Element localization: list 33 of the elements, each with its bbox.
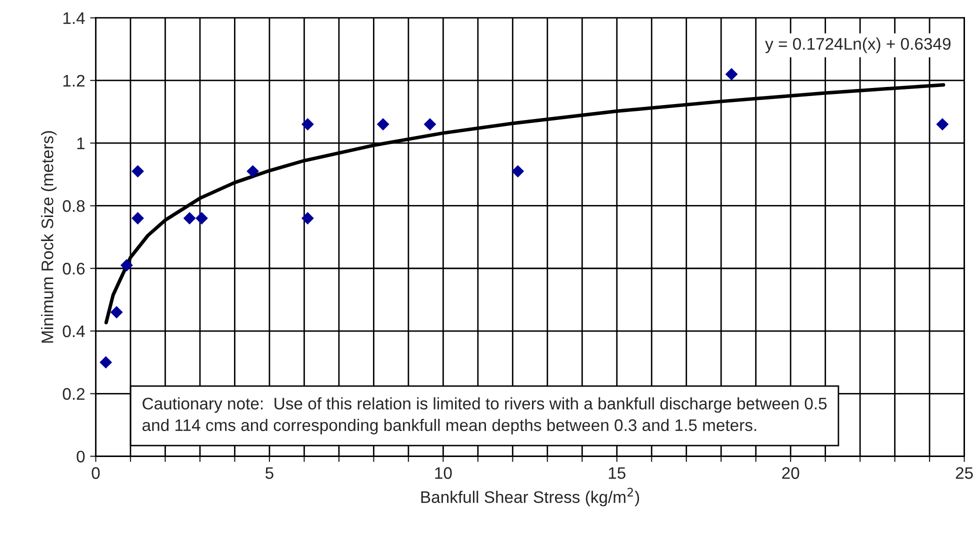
point — [183, 212, 196, 224]
point — [725, 68, 738, 80]
x-tick-label: 0 — [92, 467, 100, 479]
annotation: Cautionary note: Use of this relation is limited to rivers with a bankfull discharge between 0.5 and 114 cms and corresponding bankfull mean depths between 0.3 and 1.5 meters. — [142, 397, 827, 434]
point — [132, 212, 144, 224]
point — [301, 118, 314, 131]
x-tick-label: 25 — [956, 467, 973, 479]
point — [936, 118, 949, 131]
y-tick-label: 0 — [76, 450, 85, 463]
y-tick-label: 1 — [77, 138, 85, 150]
annotation: y = 0.1724Ln(x) + 0.6349 — [765, 38, 950, 54]
point — [301, 212, 314, 224]
x-tick-label: 5 — [265, 467, 274, 479]
y-tick-label: 1.2 — [63, 74, 84, 86]
y-tick-label: 0.4 — [62, 325, 85, 338]
x-axis-title: Bankfull Shear Stress (kg/m$^{2}$) — [421, 488, 640, 506]
point — [196, 212, 208, 224]
point — [100, 356, 112, 369]
point — [132, 165, 144, 178]
point — [120, 259, 133, 272]
point — [376, 118, 390, 131]
y-tick-label: 0.2 — [62, 388, 84, 400]
point — [512, 165, 524, 178]
x-tick-label: 20 — [782, 467, 800, 479]
point — [110, 306, 123, 318]
y-tick-label: 0.8 — [62, 200, 85, 212]
y-tick-label: 1.4 — [63, 12, 85, 24]
x-tick-label: 15 — [608, 467, 626, 479]
x-tick-label: 10 — [435, 467, 452, 479]
y-tick-label: 0.6 — [62, 262, 85, 275]
point — [246, 165, 259, 178]
point — [424, 118, 436, 131]
y-axis-title: Minimum Rock Size (meters) — [41, 131, 57, 343]
